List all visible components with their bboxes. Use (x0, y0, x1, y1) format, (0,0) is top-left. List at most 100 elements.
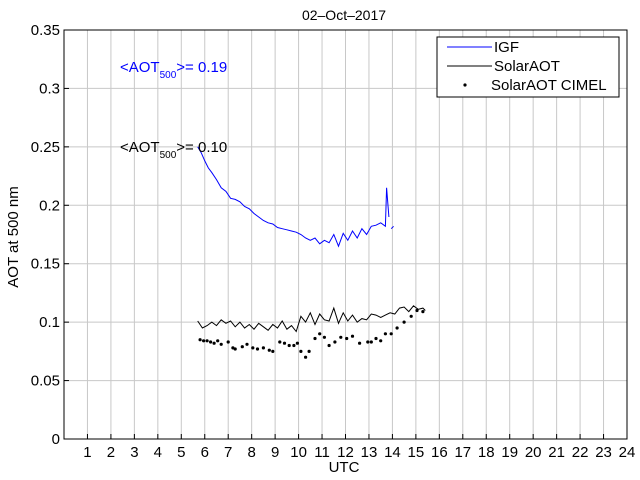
data-point-solaraot-cimel (322, 335, 326, 339)
x-tick-label: 4 (154, 444, 162, 461)
data-point-solaraot-cimel (304, 355, 308, 359)
data-point-solaraot-cimel (421, 310, 425, 314)
x-tick-label: 3 (130, 444, 138, 461)
x-tick-label: 9 (271, 444, 279, 461)
data-point-solaraot-cimel (233, 347, 237, 351)
mean-aot-annotation: <AOT500>= 0.19 (120, 59, 227, 81)
series-line-igf-tail (390, 225, 394, 230)
y-tick-label: 0.25 (31, 139, 60, 156)
data-point-solaraot-cimel (395, 326, 399, 330)
annotation-subscript: 500 (160, 70, 177, 81)
x-tick-label: 18 (478, 444, 495, 461)
data-point-solaraot-cimel (271, 349, 275, 353)
x-tick-label: 22 (572, 444, 589, 461)
data-point-solaraot-cimel (251, 346, 255, 350)
data-point-solaraot-cimel (313, 336, 317, 341)
data-point-solaraot-cimel (339, 335, 343, 339)
x-tick-label: 2 (107, 444, 115, 461)
data-point-solaraot-cimel (366, 340, 370, 344)
data-point-solaraot-cimel (202, 339, 206, 343)
data-point-solaraot-cimel (245, 342, 249, 346)
series-line-igf (197, 146, 390, 248)
x-tick-label: 14 (384, 444, 401, 461)
chart-title: 02–Oct–2017 (302, 7, 386, 23)
data-point-solaraot-cimel (198, 338, 202, 342)
y-tick-label: 0.05 (31, 373, 60, 390)
y-tick-label: 0.1 (39, 314, 60, 331)
annotation-subscript: 500 (160, 150, 177, 161)
x-tick-label: 20 (525, 444, 542, 461)
data-point-solaraot-cimel (318, 332, 322, 336)
x-tick-label: 11 (314, 444, 330, 461)
mean-aot-annotation: <AOT500>= 0.10 (120, 139, 227, 161)
grid (64, 30, 628, 439)
annotations: <AOT500>= 0.19<AOT500>= 0.10 (120, 59, 227, 161)
data-point-solaraot-cimel (267, 348, 271, 352)
series-layer (197, 146, 426, 359)
series-line-solaraot (197, 305, 426, 333)
x-tick-label: 16 (431, 444, 448, 461)
data-point-solaraot-cimel (327, 343, 331, 348)
ticks (64, 29, 628, 440)
data-point-solaraot-cimel (216, 339, 220, 343)
data-point-solaraot-cimel (292, 343, 296, 348)
data-point-solaraot-cimel (383, 332, 387, 336)
x-tick-label: 23 (595, 444, 612, 461)
data-point-solaraot-cimel (255, 347, 260, 351)
data-point-solaraot-cimel (295, 341, 299, 345)
y-tick-label: 0 (52, 431, 60, 448)
legend-cimel-label: SolarAOT CIMEL (491, 77, 607, 94)
x-tick-label: 1 (83, 444, 91, 461)
x-tick-label: 24 (619, 444, 636, 461)
x-tick-label: 7 (224, 444, 232, 461)
x-tick-label: 15 (408, 444, 425, 461)
y-tick-label: 0.35 (31, 22, 60, 39)
data-point-solaraot-cimel (287, 343, 291, 348)
y-tick-label: 0.15 (31, 256, 60, 273)
legend-igf-label: IGF (494, 39, 519, 56)
data-point-solaraot-cimel (369, 340, 373, 344)
x-tick-label: 12 (337, 444, 354, 461)
x-axis-label: UTC (329, 459, 360, 476)
x-tick-label: 21 (548, 444, 565, 461)
data-point-solaraot-cimel (409, 314, 413, 318)
x-tick-label: 8 (247, 444, 255, 461)
data-point-solaraot-cimel (350, 334, 355, 338)
data-point-solaraot-cimel (226, 340, 230, 344)
data-point-solaraot-cimel (209, 340, 213, 344)
annotation-prefix: <AOT (120, 139, 160, 156)
data-point-solaraot-cimel (345, 336, 349, 341)
data-point-solaraot-cimel (282, 341, 287, 345)
data-point-solaraot-cimel (299, 349, 303, 353)
data-point-solaraot-cimel (374, 336, 378, 341)
x-tick-label: 10 (290, 444, 307, 461)
data-point-solaraot-cimel (389, 332, 393, 336)
legend: IGF SolarAOT SolarAOT CIMEL (436, 36, 620, 98)
legend-solaraot-label: SolarAOT (494, 58, 560, 75)
data-point-solaraot-cimel (278, 340, 282, 344)
x-tick-label: 17 (454, 444, 471, 461)
legend-cimel-swatch (463, 83, 467, 87)
data-point-solaraot-cimel (379, 339, 383, 343)
annotation-value: >= 0.19 (176, 59, 227, 76)
y-axis-label: AOT at 500 nm (5, 186, 22, 287)
x-tick-label: 13 (361, 444, 378, 461)
x-tick-label: 5 (177, 444, 185, 461)
y-tick-label: 0.3 (39, 80, 60, 97)
annotation-value: >= 0.10 (176, 139, 227, 156)
data-point-solaraot-cimel (219, 342, 223, 346)
data-point-solaraot-cimel (205, 339, 209, 343)
data-point-solaraot-cimel (307, 349, 311, 353)
data-point-solaraot-cimel (358, 341, 362, 345)
data-point-solaraot-cimel (240, 345, 244, 349)
data-point-solaraot-cimel (333, 340, 337, 344)
data-point-solaraot-cimel (212, 341, 216, 345)
y-tick-labels: 0 0.05 0.1 0.15 0.2 0.25 0.3 0.35 (31, 22, 60, 448)
annotation-prefix: <AOT (120, 59, 160, 76)
data-point-solaraot-cimel (415, 308, 419, 313)
x-tick-label: 6 (201, 444, 209, 461)
x-tick-labels: 1 2 3 4 5 6 7 8 9 10 11 12 13 14 15 16 17 18 19 20 21 22 23 24 (83, 444, 635, 461)
x-tick-label: 19 (501, 444, 518, 461)
data-point-solaraot-cimel (402, 320, 406, 324)
